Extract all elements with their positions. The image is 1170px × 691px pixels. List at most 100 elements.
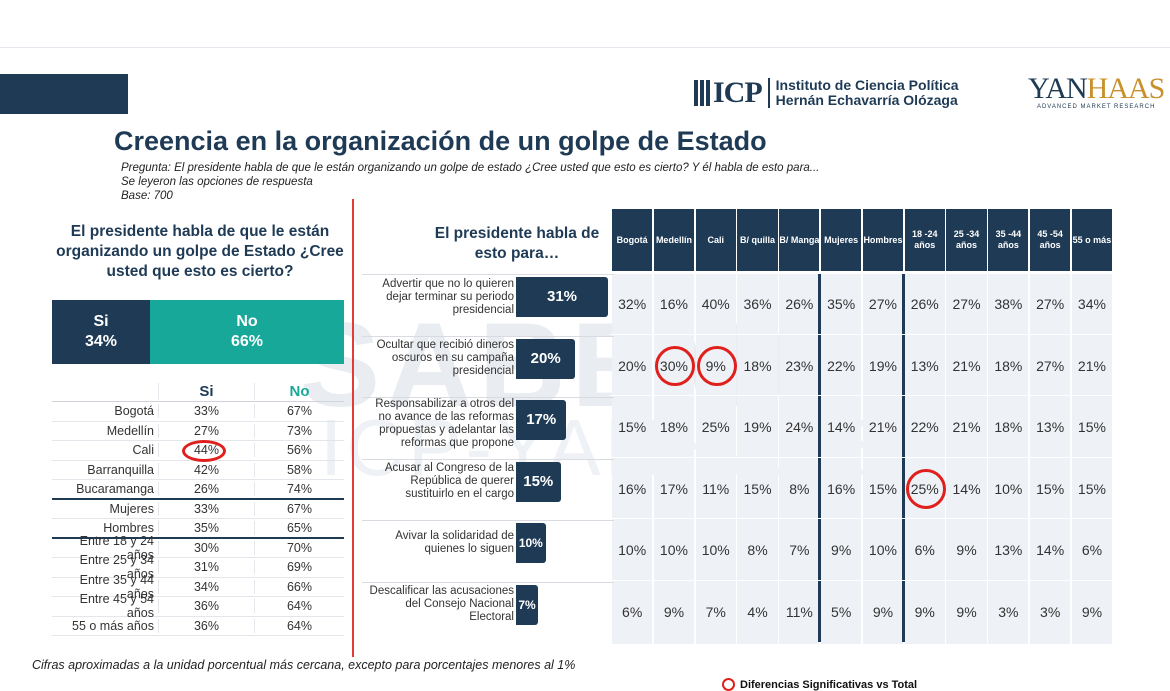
option-label: Descalificar las acusaciones del Consejo… (369, 585, 514, 623)
column-header: 55 o más (1071, 209, 1113, 271)
segment-label: Entre 25 y 34 años (79, 553, 154, 582)
table-cell: 10% (868, 542, 897, 558)
table-cell: 10% (701, 542, 730, 558)
column-header: Medellín (653, 209, 695, 271)
si-value: 42% (158, 462, 254, 477)
segment-label: Bogotá (114, 404, 154, 419)
column-background (862, 274, 904, 644)
option-label: Advertir que no lo quieren dejar termina… (382, 277, 514, 316)
table-cell: 23% (785, 357, 814, 374)
no-value: 73% (254, 423, 344, 438)
row-separator (610, 579, 1112, 581)
table-cell: 24% (785, 419, 814, 435)
table-cell: 36% (743, 296, 772, 312)
table-cell: 19% (743, 419, 772, 435)
si-value: 30% (158, 540, 254, 555)
si-value: 33% (158, 404, 254, 419)
row-separator (610, 518, 1112, 519)
table-cell: 11% (785, 603, 813, 620)
table-cell: 6% (622, 603, 643, 620)
table-cell: 16% (659, 296, 688, 312)
column-header: 18 -24 años (904, 209, 945, 271)
no-value: 70% (254, 540, 344, 555)
yanhaas-logo: YANHAAS ADVANCED MARKET RESEARCH (1028, 72, 1165, 111)
table-cell: 8% (747, 542, 768, 558)
table-cell: 32% (618, 296, 647, 312)
si-value: 34% (158, 579, 254, 594)
si-value: 26% (158, 481, 254, 496)
slide: ICP Instituto de Ciencia Política Hernán… (0, 52, 1170, 691)
option-total-bar: 20% (516, 338, 576, 379)
no-value: 64% (254, 599, 344, 614)
significance-circle (182, 440, 226, 462)
legend: Diferencias Significativas vs Total (722, 678, 917, 691)
column-header: Hombres (862, 209, 904, 271)
table-row: Barranquilla 42% 58% (52, 461, 344, 480)
column-background (946, 274, 987, 644)
column-header: Mujeres (821, 209, 862, 271)
segment-label: Entre 18 y 24 años (79, 533, 154, 562)
option-total-bar: 7% (516, 584, 538, 625)
column-background (988, 274, 1029, 644)
total-si: Si 34% (52, 300, 150, 364)
segment-label: Barranquilla (87, 462, 154, 477)
table-cell: 20% (618, 357, 647, 374)
total-no: No 66% (150, 300, 344, 364)
table-row: Hombres 35% 65% (52, 519, 344, 539)
no-value: 69% (254, 560, 344, 575)
segment-label: Hombres (103, 520, 154, 535)
right-heading: El presidente habla de esto para… (434, 225, 600, 262)
si-value: 31% (158, 560, 254, 575)
icp-name: Instituto de Ciencia Política Hernán Ech… (775, 77, 959, 108)
column-header: Bogotá (612, 209, 653, 271)
significance-circle (654, 345, 695, 386)
column-background (653, 274, 695, 644)
no-value: 67% (254, 501, 344, 516)
table-cell: 10% (994, 480, 1023, 497)
table-cell: 6% (914, 542, 935, 558)
table-cell: 9% (872, 603, 894, 620)
table-cell: 7% (705, 603, 726, 620)
panel-divider (352, 199, 354, 657)
option-row: Descalificar las acusaciones del Consejo… (362, 581, 614, 640)
table-cell: 14% (1036, 542, 1065, 558)
table-cell: 3% (998, 603, 1019, 620)
total-bar: Si 34% No 66% (52, 300, 344, 364)
segment-label: Entre 35 y 44 años (79, 572, 154, 601)
footnote: Cifras aproximadas a la unidad porcentua… (32, 658, 576, 672)
segment-label: Entre 45 y 54 años (79, 592, 154, 621)
table-cell: 5% (831, 603, 852, 620)
table-cell: 9% (914, 603, 935, 620)
table-cell: 22% (827, 357, 856, 374)
table-cell: 15% (1077, 480, 1106, 497)
option-row: Avivar la solidaridad de quienes lo sigu… (362, 520, 614, 578)
table-row: Entre 45 y 54 años 36% 64% (52, 592, 344, 620)
page-title: Creencia en la organización de un golpe … (114, 126, 767, 156)
option-label: Responsabilizar a otros del no avance de… (375, 398, 514, 449)
table-cell: 9% (1081, 603, 1103, 620)
table-row: Bucaramanga 26% 74% (52, 480, 344, 500)
column-header: 25 -34 años (946, 209, 987, 271)
column-header: B/ Manga (779, 209, 820, 271)
option-row: Ocultar que recibió dineros oscuros en s… (362, 335, 614, 394)
option-label: Acusar al Congreso de la República de qu… (384, 462, 514, 500)
option-row: Advertir que no lo quieren dejar termina… (362, 274, 614, 332)
column-background (1030, 274, 1071, 644)
si-value: 36% (158, 599, 254, 614)
table-cell: 35% (827, 296, 856, 312)
table-row: 55 o más años 36% 64% (52, 617, 344, 636)
option-row: Responsabilizar a otros del no avance de… (362, 397, 614, 455)
table-row: Entre 35 y 44 años 34% 66% (52, 573, 344, 601)
table-cell: 27% (1036, 296, 1065, 312)
table-cell: 27% (1036, 357, 1065, 374)
table-cell: 9% (956, 542, 977, 558)
table-cell: 8% (789, 480, 810, 497)
circle-icon (722, 678, 735, 691)
column-background (904, 274, 945, 644)
option-label: Ocultar que recibió dineros oscuros en s… (376, 339, 514, 377)
table-cell: 6% (1081, 542, 1103, 558)
table-header: Si No (52, 382, 344, 402)
significance-circle (905, 468, 946, 509)
table-cell: 26% (910, 296, 939, 312)
left-heading: El presidente habla de que le están orga… (56, 223, 344, 280)
